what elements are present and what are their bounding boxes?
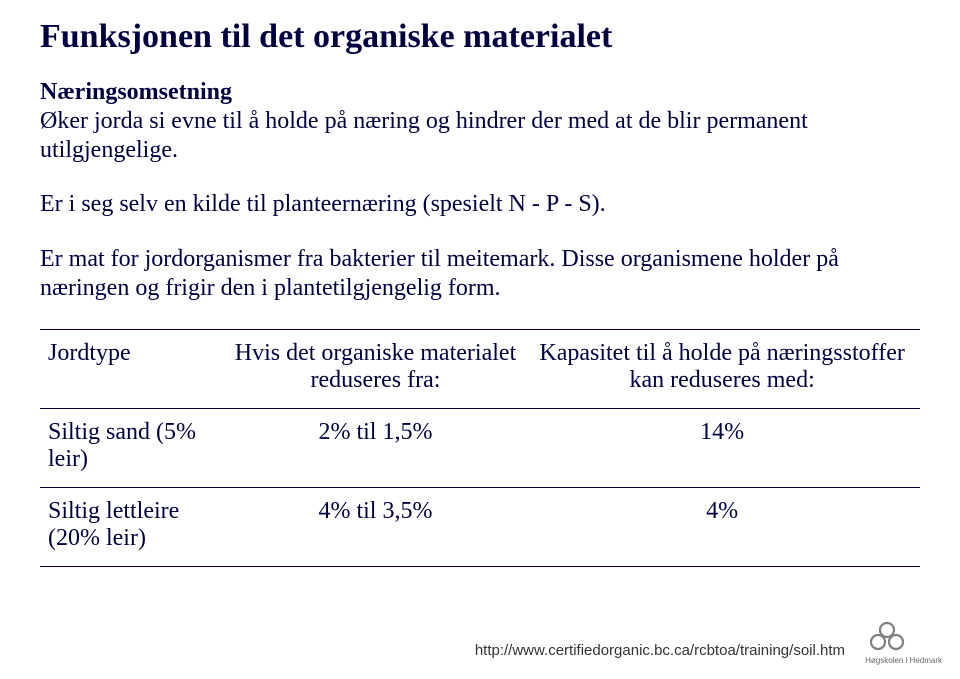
- cell-kapasitet: 4%: [524, 487, 920, 566]
- footer-url: http://www.certifiedorganic.bc.ca/rcbtoa…: [475, 642, 845, 659]
- clover-icon: [865, 620, 909, 654]
- col-header-kapasitet: Kapasitet til å holde på næringsstoffer …: [524, 329, 920, 408]
- cell-jordtype: Siltig lettleire (20% leir): [40, 487, 227, 566]
- section-naeringsomsetning: Næringsomsetning Øker jorda si evne til …: [40, 78, 920, 303]
- subheading: Næringsomsetning: [40, 78, 920, 107]
- cell-reduseres: 4% til 3,5%: [227, 487, 524, 566]
- paragraph-1: Øker jorda si evne til å holde på næring…: [40, 107, 920, 165]
- cell-reduseres: 2% til 1,5%: [227, 408, 524, 487]
- logo-text: Høgskolen i Hedmark: [865, 656, 942, 665]
- table-row: Siltig lettleire (20% leir) 4% til 3,5% …: [40, 487, 920, 566]
- cell-kapasitet: 14%: [524, 408, 920, 487]
- logo: Høgskolen i Hedmark: [865, 620, 942, 665]
- table-row: Siltig sand (5% leir) 2% til 1,5% 14%: [40, 408, 920, 487]
- cell-jordtype: Siltig sand (5% leir): [40, 408, 227, 487]
- col-header-reduseres-fra: Hvis det organiske materialet reduseres …: [227, 329, 524, 408]
- paragraph-3: Er mat for jordorganismer fra bakterier …: [40, 245, 920, 303]
- table-header-row: Jordtype Hvis det organiske materialet r…: [40, 329, 920, 408]
- soil-table: Jordtype Hvis det organiske materialet r…: [40, 329, 920, 567]
- page-title: Funksjonen til det organiske materialet: [40, 18, 920, 56]
- col-header-jordtype: Jordtype: [40, 329, 227, 408]
- paragraph-2: Er i seg selv en kilde til planteernærin…: [40, 190, 920, 219]
